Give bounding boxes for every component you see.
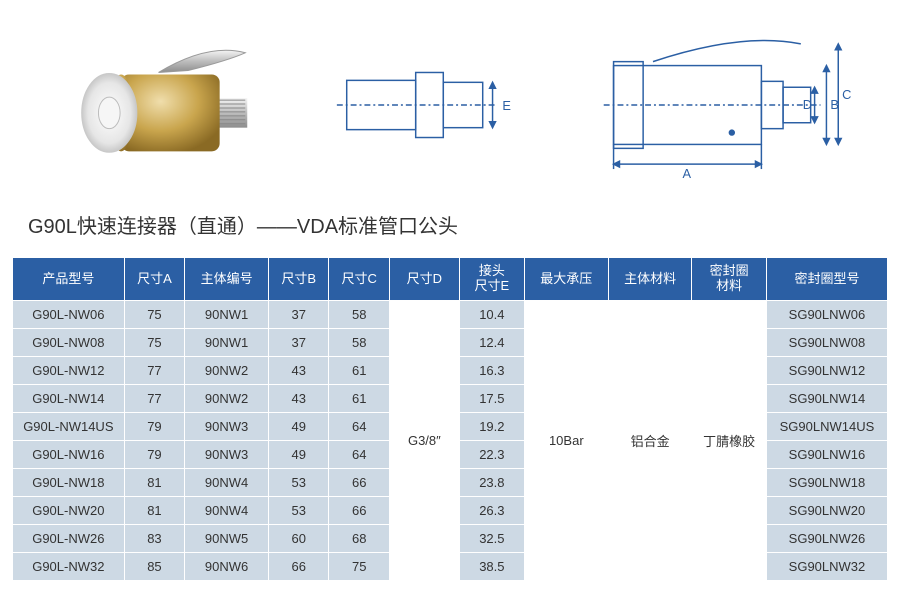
- col-header: 产品型号: [13, 258, 125, 301]
- cell-c: 66: [329, 468, 390, 496]
- cell-c: 64: [329, 412, 390, 440]
- cell-seal-model: SG90LNW08: [766, 328, 887, 356]
- cell-seal-material: 丁腈橡胶: [692, 300, 766, 580]
- cell-body-no: 90NW3: [185, 440, 269, 468]
- cell-a: 77: [124, 384, 185, 412]
- cell-dim-d: G3/8″: [389, 300, 459, 580]
- cell-seal-model: SG90LNW18: [766, 468, 887, 496]
- cell-c: 64: [329, 440, 390, 468]
- cell-e: 19.2: [459, 412, 524, 440]
- cell-body-no: 90NW2: [185, 356, 269, 384]
- cell-a: 79: [124, 412, 185, 440]
- dim-label-c: C: [842, 87, 851, 102]
- cell-e: 10.4: [459, 300, 524, 328]
- cell-b: 43: [268, 384, 329, 412]
- cell-c: 75: [329, 552, 390, 580]
- table-header-row: 产品型号尺寸A主体编号尺寸B尺寸C尺寸D接头尺寸E最大承压主体材料密封圈材料密封…: [13, 258, 888, 301]
- cell-model: G90L-NW14US: [13, 412, 125, 440]
- line-drawing-coupling: A B C D: [584, 25, 860, 185]
- table-row: G90L-NW067590NW13758G3/8″10.410Bar铝合金丁腈橡…: [13, 300, 888, 328]
- cell-a: 85: [124, 552, 185, 580]
- cell-b: 53: [268, 496, 329, 524]
- spec-table-container: 产品型号尺寸A主体编号尺寸B尺寸C尺寸D接头尺寸E最大承压主体材料密封圈材料密封…: [0, 257, 900, 581]
- col-header: 尺寸B: [268, 258, 329, 301]
- cell-c: 58: [329, 328, 390, 356]
- dim-label-a: A: [683, 166, 692, 181]
- spec-table: 产品型号尺寸A主体编号尺寸B尺寸C尺寸D接头尺寸E最大承压主体材料密封圈材料密封…: [12, 257, 888, 581]
- cell-a: 75: [124, 300, 185, 328]
- cell-body-no: 90NW4: [185, 468, 269, 496]
- cell-c: 66: [329, 496, 390, 524]
- cell-body-material: 铝合金: [608, 300, 692, 580]
- cell-a: 81: [124, 496, 185, 524]
- cell-e: 17.5: [459, 384, 524, 412]
- cell-b: 37: [268, 300, 329, 328]
- col-header: 尺寸A: [124, 258, 185, 301]
- cell-b: 53: [268, 468, 329, 496]
- cell-b: 43: [268, 356, 329, 384]
- cell-a: 83: [124, 524, 185, 552]
- dim-label-e: E: [502, 98, 511, 113]
- cell-model: G90L-NW18: [13, 468, 125, 496]
- cell-body-no: 90NW2: [185, 384, 269, 412]
- cell-b: 49: [268, 440, 329, 468]
- page-title: G90L快速连接器（直通）——VDA标准管口公头: [0, 200, 900, 257]
- cell-body-no: 90NW5: [185, 524, 269, 552]
- rendered-coupling-image: [60, 30, 267, 180]
- col-header: 最大承压: [524, 258, 608, 301]
- cell-max-pressure: 10Bar: [524, 300, 608, 580]
- cell-e: 38.5: [459, 552, 524, 580]
- cell-b: 37: [268, 328, 329, 356]
- col-header: 密封圈型号: [766, 258, 887, 301]
- cell-a: 77: [124, 356, 185, 384]
- cell-seal-model: SG90LNW32: [766, 552, 887, 580]
- cell-a: 81: [124, 468, 185, 496]
- cell-e: 32.5: [459, 524, 524, 552]
- cell-seal-model: SG90LNW14: [766, 384, 887, 412]
- cell-b: 60: [268, 524, 329, 552]
- cell-seal-model: SG90LNW20: [766, 496, 887, 524]
- dim-label-d: D: [803, 97, 812, 112]
- diagram-row: E: [0, 0, 900, 200]
- cell-seal-model: SG90LNW16: [766, 440, 887, 468]
- cell-seal-model: SG90LNW06: [766, 300, 887, 328]
- cell-model: G90L-NW32: [13, 552, 125, 580]
- line-drawing-plug: E: [327, 40, 524, 170]
- col-header: 主体编号: [185, 258, 269, 301]
- cell-c: 68: [329, 524, 390, 552]
- cell-body-no: 90NW1: [185, 328, 269, 356]
- cell-seal-model: SG90LNW12: [766, 356, 887, 384]
- cell-body-no: 90NW4: [185, 496, 269, 524]
- cell-e: 26.3: [459, 496, 524, 524]
- cell-c: 61: [329, 384, 390, 412]
- cell-c: 58: [329, 300, 390, 328]
- cell-model: G90L-NW06: [13, 300, 125, 328]
- cell-body-no: 90NW6: [185, 552, 269, 580]
- cell-seal-model: SG90LNW14US: [766, 412, 887, 440]
- cell-body-no: 90NW1: [185, 300, 269, 328]
- cell-b: 66: [268, 552, 329, 580]
- cell-seal-model: SG90LNW26: [766, 524, 887, 552]
- dim-label-b: B: [830, 97, 839, 112]
- cell-model: G90L-NW16: [13, 440, 125, 468]
- col-header: 接头尺寸E: [459, 258, 524, 301]
- cell-body-no: 90NW3: [185, 412, 269, 440]
- cell-model: G90L-NW08: [13, 328, 125, 356]
- cell-model: G90L-NW20: [13, 496, 125, 524]
- cell-model: G90L-NW12: [13, 356, 125, 384]
- cell-a: 75: [124, 328, 185, 356]
- cell-e: 16.3: [459, 356, 524, 384]
- cell-model: G90L-NW26: [13, 524, 125, 552]
- cell-e: 22.3: [459, 440, 524, 468]
- col-header: 密封圈材料: [692, 258, 766, 301]
- cell-a: 79: [124, 440, 185, 468]
- col-header: 主体材料: [608, 258, 692, 301]
- col-header: 尺寸D: [389, 258, 459, 301]
- col-header: 尺寸C: [329, 258, 390, 301]
- cell-e: 23.8: [459, 468, 524, 496]
- cell-e: 12.4: [459, 328, 524, 356]
- cell-b: 49: [268, 412, 329, 440]
- cell-model: G90L-NW14: [13, 384, 125, 412]
- cell-c: 61: [329, 356, 390, 384]
